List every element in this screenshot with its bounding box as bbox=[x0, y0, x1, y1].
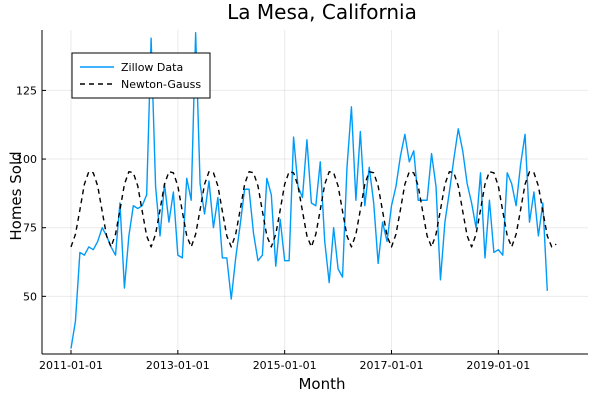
series-line-newton-gauss bbox=[70, 170, 557, 248]
legend-label-zillow: Zillow Data bbox=[121, 61, 183, 74]
y-tick-label: 100 bbox=[16, 153, 37, 166]
y-axis-ticks: 50 75 100 125 bbox=[16, 84, 46, 303]
x-axis-title: Month bbox=[298, 375, 345, 393]
legend-label-newton-gauss: Newton-Gauss bbox=[121, 78, 201, 91]
x-tick-label: 2013-01-01 bbox=[146, 359, 210, 372]
x-tick-label: 2011-01-01 bbox=[39, 359, 103, 372]
y-tick-label: 125 bbox=[16, 84, 37, 97]
legend-box bbox=[71, 52, 211, 99]
x-tick-label: 2019-01-01 bbox=[466, 359, 530, 372]
y-axis-title: Homes Sold bbox=[7, 151, 25, 240]
x-tick-label: 2017-01-01 bbox=[360, 359, 424, 372]
x-tick-label: 2015-01-01 bbox=[253, 359, 317, 372]
y-tick-label: 50 bbox=[23, 290, 37, 303]
x-axis-ticks: 2011-01-01 2013-01-01 2015-01-01 2017-01-01… bbox=[39, 350, 530, 372]
legend: Zillow Data Newton-Gauss bbox=[71, 52, 211, 99]
chart-title: La Mesa, California bbox=[227, 0, 417, 24]
y-tick-label: 75 bbox=[23, 222, 37, 235]
